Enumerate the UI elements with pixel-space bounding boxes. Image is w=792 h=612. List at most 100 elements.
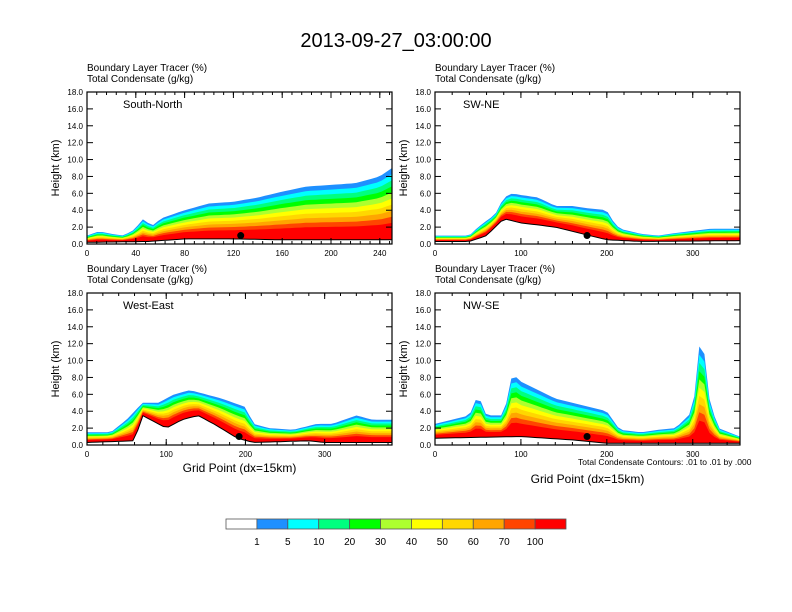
x-tick-label: 40: [131, 249, 140, 258]
x-tick-label: 200: [239, 450, 253, 459]
x-tick-label: 200: [324, 249, 338, 258]
y-tick-label: 16.0: [67, 105, 83, 114]
header-tracer-label: Boundary Layer Tracer (%): [87, 264, 208, 275]
header-condensate-label: Total Condensate (g/kg): [435, 74, 542, 85]
y-tick-label: 6.0: [420, 390, 432, 399]
y-tick-label: 16.0: [67, 306, 83, 315]
location-marker: [583, 232, 591, 240]
y-tick-label: 18.0: [67, 88, 83, 97]
plot-frame: [434, 292, 741, 446]
y-tick-label: 4.0: [72, 206, 84, 215]
colorbar-label: 100: [527, 537, 544, 548]
colorbar-label: 50: [437, 537, 449, 548]
field-layer: [435, 346, 740, 444]
x-tick-label: 200: [600, 249, 614, 258]
y-tick-label: 10.0: [67, 156, 83, 165]
field-layer: [435, 193, 740, 242]
header-condensate-label: Total Condensate (g/kg): [87, 74, 194, 85]
x-tick-label: 0: [85, 249, 90, 258]
field-layer: [87, 390, 392, 443]
y-tick-label: 8.0: [420, 373, 432, 382]
panel-header-sw-ne: Boundary Layer Tracer (%) Total Condensa…: [435, 63, 555, 85]
x-axis-label: Grid Point (dx=15km): [182, 461, 297, 475]
header-tracer-label: Boundary Layer Tracer (%): [87, 63, 208, 74]
y-tick-label: 6.0: [72, 189, 84, 198]
tracer-band-100: [435, 420, 740, 444]
y-tick-label: 6.0: [420, 189, 432, 198]
y-tick-label: 8.0: [420, 172, 432, 181]
y-tick-label: 2.0: [72, 223, 84, 232]
colorbar-label: 1: [254, 537, 260, 548]
y-tick-label: 10.0: [67, 357, 83, 366]
y-tick-label: 12.0: [415, 139, 431, 148]
header-tracer-label: Boundary Layer Tracer (%): [435, 63, 556, 74]
figure-title: 2013-09-27_03:00:00: [300, 30, 492, 52]
x-tick-label: 0: [433, 249, 438, 258]
location-marker: [237, 232, 245, 240]
x-tick-label: 100: [160, 450, 174, 459]
panel-header-west-east: Boundary Layer Tracer (%) Total Condensa…: [87, 264, 207, 286]
y-tick-label: 0.0: [420, 441, 432, 450]
colorbar-swatch: [472, 518, 505, 530]
y-tick-label: 14.0: [67, 323, 83, 332]
tracer-band-50: [87, 404, 392, 443]
header-condensate-label: Total Condensate (g/kg): [435, 275, 542, 286]
colorbar-swatch: [441, 518, 474, 530]
panel-header-south-north: Boundary Layer Tracer (%) Total Condensa…: [87, 63, 207, 85]
x-tick-label: 160: [276, 249, 290, 258]
y-tick-label: 2.0: [72, 424, 84, 433]
panel-south-north: 0.0 2.0 4.0 6.0 8.0 10.0 12.0 14.0 16.0 18.0 0 40 80…: [67, 88, 393, 258]
panel-sw-ne: 0.0 2.0 4.0 6.0 8.0 10.0 12.0 14.0 16.0 18.0 0 100 2…: [415, 88, 741, 258]
y-tick-label: 8.0: [72, 172, 84, 181]
x-tick-label: 300: [686, 450, 700, 459]
colorbar-swatch: [287, 518, 320, 530]
colorbar-swatch: [411, 518, 443, 530]
y-tick-label: 2.0: [420, 424, 432, 433]
colorbar-label: 70: [499, 537, 511, 548]
colorbar-label: 5: [285, 537, 291, 548]
contour-footnote: Total Condensate Contours: .01 to .01 by…: [578, 457, 752, 467]
location-marker: [235, 433, 243, 441]
panel-west-east: 0.0 2.0 4.0 6.0 8.0 10.0 12.0 14.0 16.0 18.0 0 100 2…: [67, 289, 393, 459]
y-tick-label: 4.0: [420, 407, 432, 416]
colorbar-swatch: [503, 518, 536, 530]
colorbar-swatch: [349, 518, 381, 530]
colorbar-label: 30: [375, 537, 387, 548]
y-tick-label: 8.0: [72, 373, 84, 382]
plot-frame: [86, 292, 393, 446]
x-tick-label: 300: [686, 249, 700, 258]
x-tick-label: 100: [514, 249, 528, 258]
y-tick-label: 12.0: [67, 139, 83, 148]
panel-header-nw-se: Boundary Layer Tracer (%) Total Condensa…: [435, 264, 555, 286]
panel-label: South-North: [123, 99, 182, 111]
panel-label: West-East: [123, 300, 174, 312]
x-tick-label: 0: [433, 450, 438, 459]
colorbar-label: 20: [344, 537, 356, 548]
colorbar-swatch: [318, 518, 351, 530]
y-tick-label: 14.0: [415, 122, 431, 131]
location-marker: [583, 433, 591, 441]
y-tick-label: 18.0: [415, 289, 431, 298]
colorbar-label: 40: [406, 537, 418, 548]
y-tick-label: 2.0: [420, 223, 432, 232]
plot-frame: [434, 91, 741, 245]
y-tick-label: 18.0: [415, 88, 431, 97]
header-condensate-label: Total Condensate (g/kg): [87, 275, 194, 286]
x-tick-label: 0: [85, 450, 90, 459]
x-tick-label: 120: [227, 249, 241, 258]
x-tick-label: 240: [373, 249, 387, 258]
tracer-band-100: [435, 213, 740, 242]
x-tick-label: 200: [600, 450, 614, 459]
y-tick-label: 10.0: [415, 357, 431, 366]
plot-frame: [86, 91, 393, 245]
y-tick-label: 0.0: [72, 240, 84, 249]
y-tick-label: 6.0: [72, 390, 84, 399]
y-tick-label: 16.0: [415, 306, 431, 315]
field-layer: [87, 168, 392, 243]
colorbar-label: 10: [313, 537, 325, 548]
x-tick-label: 80: [180, 249, 189, 258]
x-tick-label: 100: [514, 450, 528, 459]
y-tick-label: 14.0: [67, 122, 83, 131]
y-tick-label: 4.0: [420, 206, 432, 215]
